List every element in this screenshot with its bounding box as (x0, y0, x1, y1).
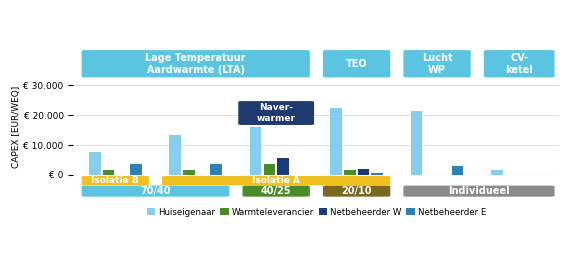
Bar (210, 164, 222, 175)
Text: Lucht
WP: Lucht WP (421, 53, 453, 74)
Bar (170, 135, 181, 175)
FancyBboxPatch shape (403, 50, 471, 77)
FancyBboxPatch shape (238, 101, 314, 125)
Bar (331, 108, 342, 175)
Text: Isolatie B: Isolatie B (92, 176, 139, 185)
Bar (277, 158, 289, 175)
Bar (183, 170, 195, 175)
Bar (103, 170, 114, 175)
Bar (250, 127, 262, 175)
Bar (491, 170, 503, 175)
Bar (371, 173, 383, 175)
FancyBboxPatch shape (162, 176, 390, 185)
Text: Naver-
warmer: Naver- warmer (257, 103, 295, 123)
Bar (263, 164, 275, 175)
FancyBboxPatch shape (242, 186, 310, 197)
Text: 20/10: 20/10 (341, 186, 372, 196)
Text: 70/40: 70/40 (140, 186, 171, 196)
Bar (411, 111, 423, 175)
Text: Individueel: Individueel (448, 186, 510, 196)
Bar (452, 166, 463, 175)
FancyBboxPatch shape (403, 186, 555, 197)
Text: 40/25: 40/25 (261, 186, 292, 196)
FancyBboxPatch shape (323, 186, 390, 197)
Bar (130, 164, 142, 175)
Text: TEO: TEO (346, 59, 367, 69)
FancyBboxPatch shape (81, 50, 310, 77)
FancyBboxPatch shape (81, 186, 229, 197)
Legend: Huiseigenaar, Warmteleverancier, Netbeheerder W, Netbeheerder E: Huiseigenaar, Warmteleverancier, Netbehe… (144, 204, 489, 220)
FancyBboxPatch shape (484, 50, 555, 77)
Text: Isolatie A: Isolatie A (252, 176, 300, 185)
Y-axis label: CAPEX [EUR/WEQ]: CAPEX [EUR/WEQ] (12, 86, 21, 168)
Text: Lage Temperatuur
Aardwarmte (LTA): Lage Temperatuur Aardwarmte (LTA) (145, 53, 246, 74)
FancyBboxPatch shape (323, 50, 390, 77)
Bar (358, 169, 370, 175)
FancyBboxPatch shape (81, 176, 149, 185)
Bar (89, 152, 101, 175)
Text: CV-
ketel: CV- ketel (505, 53, 533, 74)
Bar (344, 170, 355, 175)
